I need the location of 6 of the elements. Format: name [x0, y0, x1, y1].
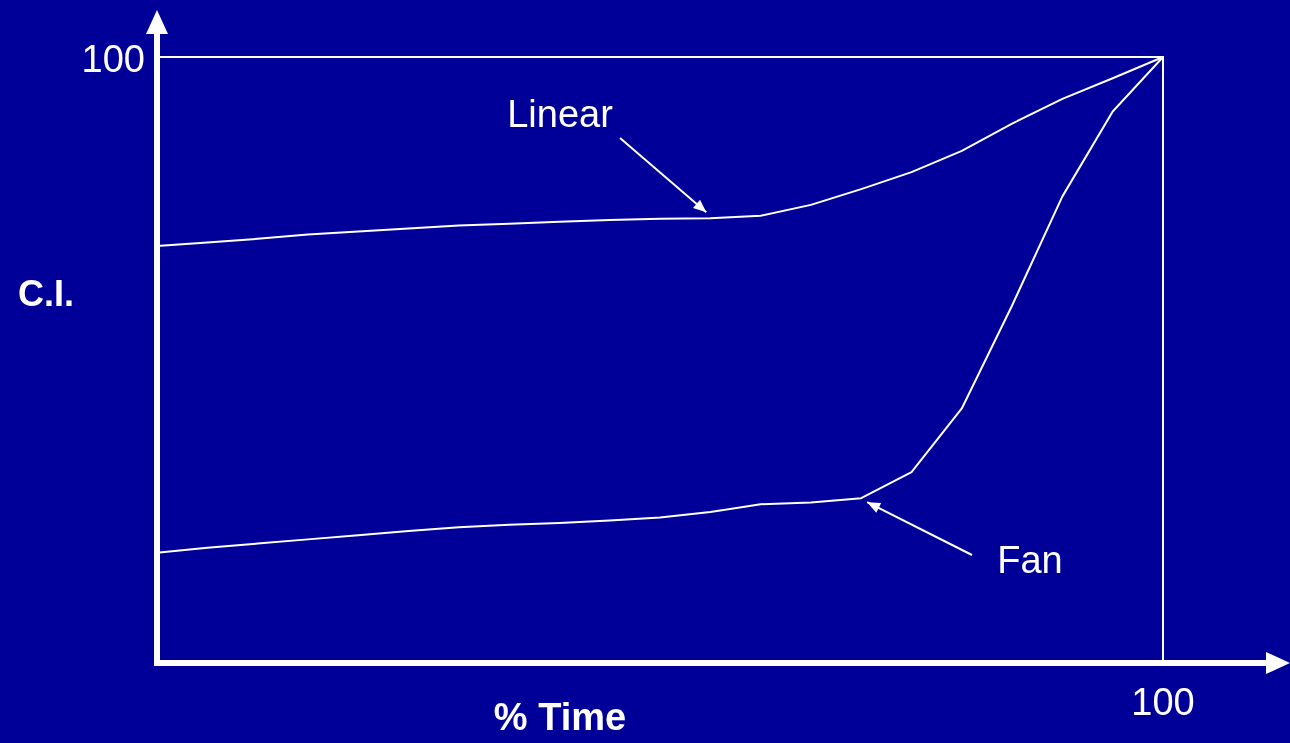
x-axis-title: % Time — [493, 696, 627, 739]
text: Fan — [997, 539, 1063, 582]
y-axis-title: C.I. — [18, 272, 75, 314]
text: Linear — [507, 93, 614, 136]
text: 100 — [81, 38, 145, 81]
text: 100 — [1131, 681, 1195, 724]
